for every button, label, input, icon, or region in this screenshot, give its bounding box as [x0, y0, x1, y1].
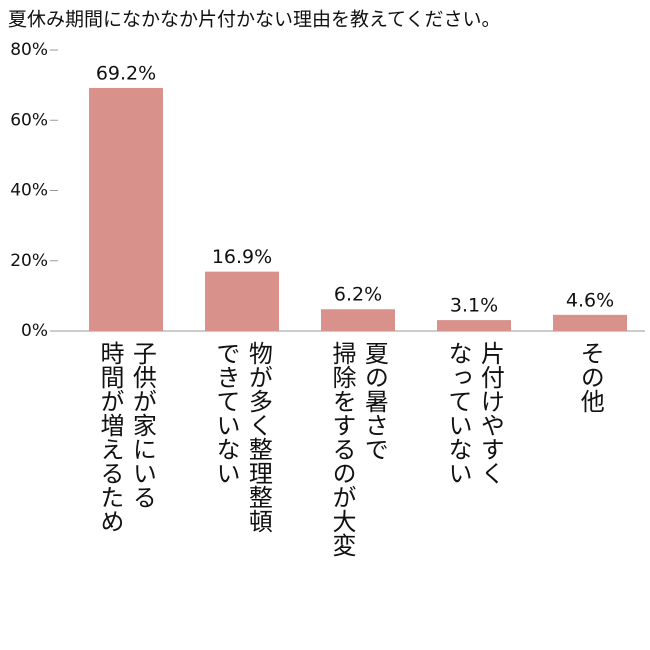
y-tick-label: 40% — [10, 181, 48, 201]
x-tick-label: 物が多く整理整頓 できていない — [212, 341, 273, 533]
value-label: 69.2% — [96, 62, 156, 84]
bar — [553, 314, 627, 331]
y-tick-label: 60% — [10, 110, 48, 130]
y-tick-label: 20% — [10, 251, 48, 271]
value-label: 3.1% — [450, 295, 498, 317]
x-tick-label: その他 — [576, 341, 605, 413]
bar — [205, 271, 279, 331]
bar — [321, 309, 395, 331]
y-tick-label: 0% — [21, 321, 48, 341]
value-label: 4.6% — [566, 289, 614, 311]
bar — [89, 87, 163, 331]
bar — [437, 320, 511, 331]
x-tick-label: 片付けやすく なっていない — [444, 341, 505, 485]
x-tick-label: 子供が家にいる 時間が増えるため — [96, 341, 157, 533]
y-tick-label: 80% — [10, 40, 48, 60]
x-tick-label: 夏の暑さで 掃除をするのが大変 — [328, 341, 389, 557]
value-label: 6.2% — [334, 284, 382, 306]
chart-title: 夏休み期間になかなか片付かない理由を教えてください。 — [8, 9, 500, 31]
value-label: 16.9% — [212, 246, 272, 268]
